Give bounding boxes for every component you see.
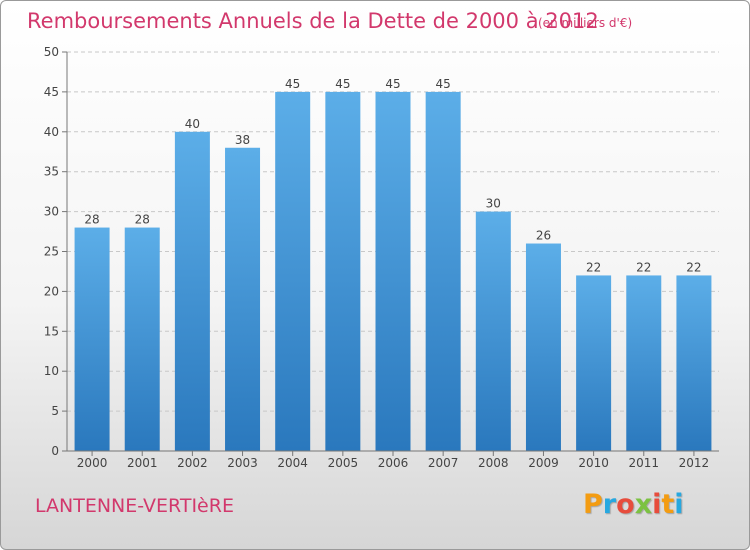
- x-tick-label: 2004: [277, 456, 308, 470]
- bar-value-label: 26: [536, 229, 551, 243]
- bar-value-label: 45: [335, 77, 350, 91]
- y-tick-label: 5: [51, 404, 59, 418]
- logo-letter: o: [616, 489, 635, 520]
- y-tick-label: 0: [51, 444, 59, 458]
- bar[interactable]: [626, 275, 662, 451]
- x-tick-label: 2012: [679, 456, 710, 470]
- bar-value-label: 45: [436, 77, 451, 91]
- logo-letter: i: [674, 489, 684, 520]
- x-tick-label: 2008: [478, 456, 509, 470]
- y-tick-label: 10: [44, 364, 59, 378]
- bars-layer: [74, 91, 712, 452]
- bar-value-label: 45: [385, 77, 400, 91]
- x-tick-label: 2009: [528, 456, 559, 470]
- x-tick-label: 2010: [578, 456, 609, 470]
- bar[interactable]: [576, 275, 612, 451]
- y-tick-label: 40: [44, 125, 59, 139]
- bar-value-label: 45: [285, 77, 300, 91]
- bar-value-label: 22: [586, 260, 601, 274]
- bar[interactable]: [325, 91, 361, 452]
- y-tick-label: 50: [44, 45, 59, 59]
- chart-title: Remboursements Annuels de la Dette de 20…: [27, 9, 599, 33]
- y-tick-label: 35: [44, 165, 59, 179]
- y-tick-label: 45: [44, 85, 59, 99]
- bar[interactable]: [375, 91, 411, 452]
- logo-letter: t: [661, 489, 675, 520]
- y-tick-label: 15: [44, 324, 59, 338]
- axis-layer: 0 5 10 15 20 25 30 35 40 45 50 2000 2001 2002 2003 2004…: [44, 45, 719, 470]
- labels-layer: 28 28 40 38 45 45 45 45 30 26 22 22 22: [84, 77, 701, 275]
- bar-value-label: 40: [185, 117, 200, 131]
- x-tick-label: 2005: [328, 456, 359, 470]
- x-tick-label: 2002: [177, 456, 208, 470]
- y-tick-label: 25: [44, 245, 59, 259]
- bar-value-label: 38: [235, 133, 250, 147]
- bar[interactable]: [174, 131, 210, 452]
- bar-value-label: 22: [636, 260, 651, 274]
- bar[interactable]: [275, 91, 311, 452]
- logo-letter: x: [634, 489, 653, 520]
- bar[interactable]: [676, 275, 712, 451]
- bar[interactable]: [74, 227, 110, 451]
- logo-letter: r: [602, 489, 617, 520]
- chart-subtitle: (en milliers d'€): [538, 16, 633, 30]
- commune-name: LANTENNE-VERTIèRE: [35, 495, 234, 517]
- x-tick-label: 2003: [227, 456, 258, 470]
- bar[interactable]: [475, 211, 511, 451]
- bar-value-label: 30: [486, 197, 501, 211]
- bar-value-label: 22: [686, 260, 701, 274]
- bar[interactable]: [225, 147, 261, 451]
- x-tick-label: 2000: [77, 456, 108, 470]
- x-tick-label: 2001: [127, 456, 158, 470]
- logo-letter: i: [652, 489, 662, 520]
- bar[interactable]: [124, 227, 160, 451]
- logo-letter: P: [583, 489, 603, 520]
- x-tick-label: 2006: [378, 456, 409, 470]
- bar[interactable]: [525, 243, 561, 451]
- y-tick-label: 20: [44, 284, 59, 298]
- proxiti-logo[interactable]: Proxiti: [583, 489, 684, 520]
- bar-value-label: 28: [84, 213, 99, 227]
- x-tick-label: 2011: [628, 456, 659, 470]
- bar-value-label: 28: [135, 213, 150, 227]
- y-tick-label: 30: [44, 205, 59, 219]
- bar[interactable]: [425, 91, 461, 452]
- x-tick-label: 2007: [428, 456, 459, 470]
